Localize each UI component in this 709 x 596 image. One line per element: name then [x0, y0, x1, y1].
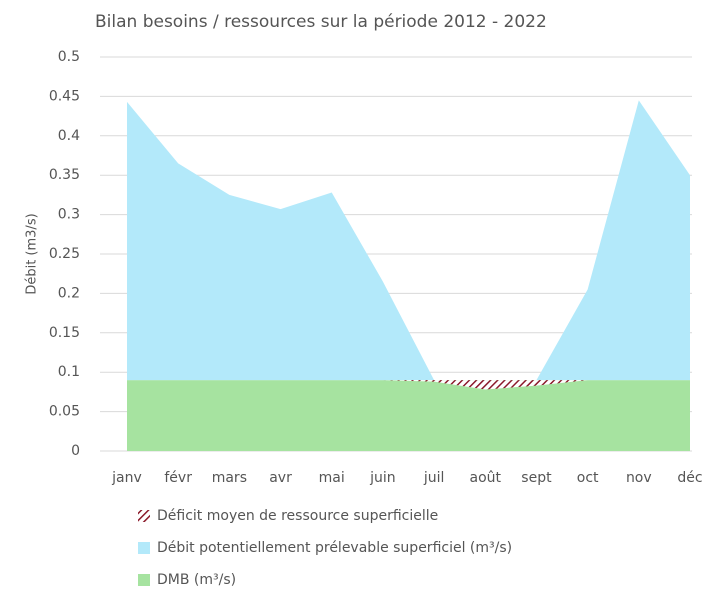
x-tick-label: juil: [423, 470, 445, 486]
legend-swatch: [138, 574, 150, 586]
y-tick-label: 0: [71, 443, 80, 459]
legend-label: Débit potentiellement prélevable superfi…: [157, 540, 512, 556]
x-tick-label: févr: [164, 470, 192, 486]
area: [127, 380, 690, 390]
y-tick-label: 0.15: [49, 325, 80, 341]
x-tick-label: nov: [626, 470, 652, 486]
y-tick-label: 0.35: [49, 167, 80, 183]
legend-swatch: [138, 542, 150, 554]
x-tick-label: oct: [577, 470, 599, 486]
x-tick-label: mai: [319, 470, 345, 486]
y-tick-label: 0.2: [58, 285, 80, 301]
chart-title: Bilan besoins / ressources sur la périod…: [95, 12, 547, 32]
y-tick-label: 0.1: [58, 364, 80, 380]
x-tick-label: janv: [111, 470, 142, 486]
y-tick-label: 0.45: [49, 88, 80, 104]
y-tick-label: 0.3: [58, 207, 80, 223]
x-tick-label: avr: [269, 470, 292, 486]
legend-label: Déficit moyen de ressource superficielle: [157, 508, 438, 524]
y-axis-label: Débit (m3/s): [25, 213, 40, 294]
legend-label: DMB (m³/s): [157, 572, 236, 588]
x-tick-label: sept: [521, 470, 552, 486]
area: [127, 100, 690, 381]
legend-swatch: [138, 510, 150, 522]
y-tick-label: 0.05: [49, 404, 80, 420]
x-tick-label: août: [470, 470, 502, 486]
x-tick-label: juin: [369, 470, 396, 486]
y-tick-label: 0.4: [58, 128, 80, 144]
y-tick-label: 0.25: [49, 246, 80, 262]
x-tick-label: mars: [212, 470, 247, 486]
x-tick-label: déc: [677, 470, 702, 486]
y-tick-label: 0.5: [58, 49, 80, 65]
area: [127, 380, 690, 451]
